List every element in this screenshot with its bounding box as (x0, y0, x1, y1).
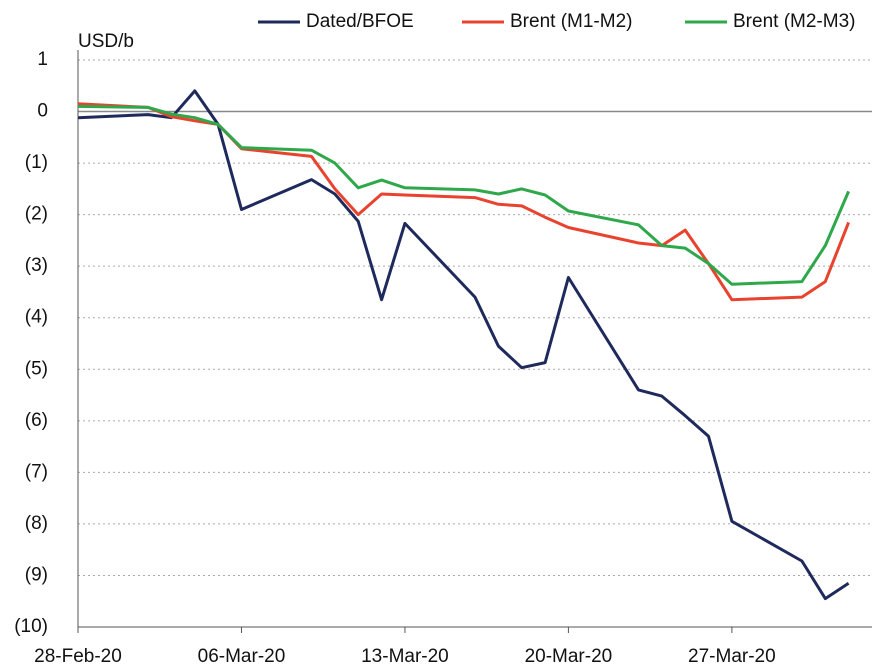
y-tick-label: (8) (25, 513, 48, 534)
y-tick-label: (4) (25, 307, 48, 328)
x-tick-label: 27-Mar-20 (688, 646, 776, 667)
y-tick-label: (3) (25, 255, 48, 276)
y-axis-label: USD/b (78, 31, 134, 52)
series-line (77, 89, 850, 601)
legend-label: Dated/BFOE (306, 11, 414, 32)
series-line (77, 104, 850, 286)
x-tick-label: 13-Mar-20 (361, 646, 449, 667)
legend-label: Brent (M1-M2) (510, 11, 632, 32)
y-tick-label: (5) (25, 358, 48, 379)
y-tick-label: 0 (37, 101, 48, 122)
x-tick-label: 28-Feb-20 (34, 646, 122, 667)
legend-label: Brent (M2-M3) (733, 11, 855, 32)
y-tick-label: (2) (25, 204, 48, 225)
series-line (77, 102, 850, 302)
y-tick-label: (10) (14, 616, 48, 637)
y-tick-label: 1 (37, 49, 48, 70)
y-tick-label: (6) (25, 410, 48, 431)
y-tick-label: (7) (25, 461, 48, 482)
y-tick-label: (9) (25, 564, 48, 585)
x-tick-label: 06-Mar-20 (198, 646, 286, 667)
x-tick-label: 20-Mar-20 (525, 646, 613, 667)
y-tick-label: (1) (25, 152, 48, 173)
